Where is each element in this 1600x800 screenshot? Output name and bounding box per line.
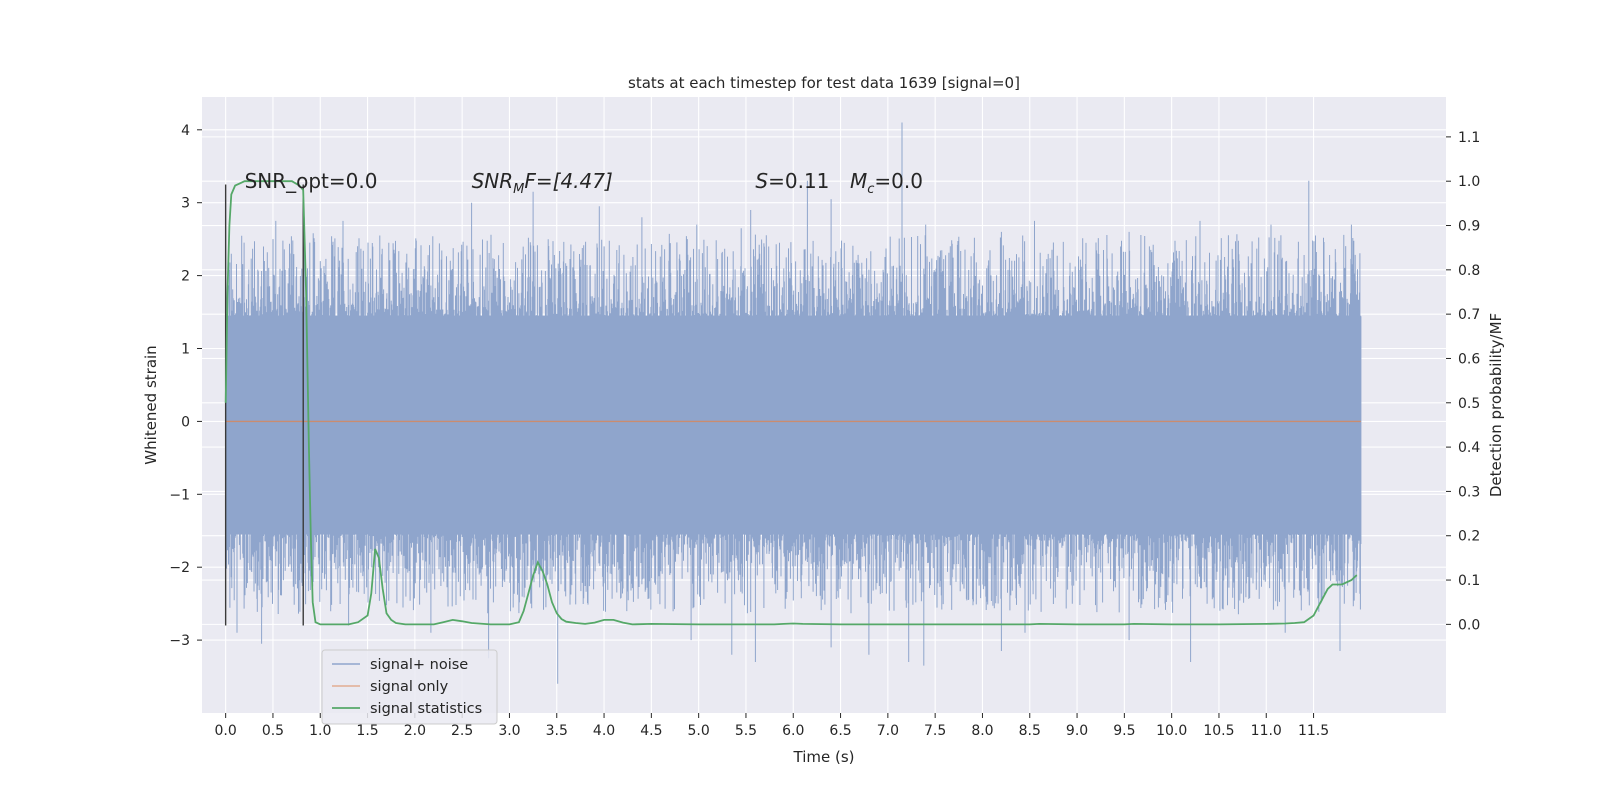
legend-label-signal-only: signal only xyxy=(370,679,449,695)
x-tick-label-12: 6.0 xyxy=(782,723,804,739)
x-tick-label-21: 10.5 xyxy=(1203,723,1234,739)
signal-statistics-line xyxy=(224,180,1358,626)
y2-tick-label-11: 1.1 xyxy=(1458,130,1480,146)
legend-label-signal-noise: signal+ noise xyxy=(370,657,468,673)
x-tick-label-4: 2.0 xyxy=(404,723,426,739)
y2-tick-label-5: 0.5 xyxy=(1458,396,1480,412)
y2-tick-label-3: 0.3 xyxy=(1458,484,1480,500)
y2-tick-label-7: 0.7 xyxy=(1458,307,1480,323)
x-tick-label-7: 3.5 xyxy=(546,723,568,739)
x-axis-label: Time (s) xyxy=(793,748,855,766)
y-tick-label-6: 3 xyxy=(181,196,190,212)
x-tick-label-18: 9.0 xyxy=(1066,723,1088,739)
annotation-snr-opt: SNR_opt=0.0 xyxy=(245,169,378,193)
x-tick-label-11: 5.5 xyxy=(735,723,757,739)
x-tick-label-2: 1.0 xyxy=(309,723,331,739)
legend-box xyxy=(321,649,498,725)
y2-axis-label: Detection probability/MF xyxy=(1487,313,1505,497)
y-tick-label-7: 4 xyxy=(181,123,190,139)
series-signal-noise xyxy=(225,122,1362,684)
x-tick-label-22: 11.0 xyxy=(1251,723,1282,739)
x-tick-label-6: 3.0 xyxy=(498,723,520,739)
y2-tick-label-2: 0.2 xyxy=(1458,529,1480,545)
x-tick-label-16: 8.0 xyxy=(971,723,993,739)
y-tick-label-2: −1 xyxy=(169,487,190,503)
y2-tick-label-1: 0.1 xyxy=(1458,573,1480,589)
x-tick-label-19: 9.5 xyxy=(1113,723,1135,739)
y-axis-label: Whitened strain xyxy=(142,345,160,464)
x-tick-label-8: 4.0 xyxy=(593,723,615,739)
x-tick-label-5: 2.5 xyxy=(451,723,473,739)
y-tick-label-0: −3 xyxy=(169,633,190,649)
x-tick-label-10: 5.0 xyxy=(688,723,710,739)
x-tick-label-3: 1.5 xyxy=(356,723,378,739)
y2-tick-label-6: 0.6 xyxy=(1458,351,1480,367)
y2-tick-label-9: 0.9 xyxy=(1458,219,1480,235)
x-tick-label-1: 0.5 xyxy=(262,723,284,739)
annotation-mc: Mc=0.0 xyxy=(850,169,923,197)
series-signal-statistics xyxy=(224,180,1358,626)
x-tick-label-20: 10.0 xyxy=(1156,723,1187,739)
y2-tick-label-8: 0.8 xyxy=(1458,263,1480,279)
annotations: SNR_opt=0.0 SNRMF=[4.47] S=0.11 Mc=0.0 xyxy=(245,169,923,197)
y-tick-label-4: 1 xyxy=(181,342,190,358)
y2-tick-label-0: 0.0 xyxy=(1458,617,1480,633)
x-tick-label-14: 7.0 xyxy=(877,723,899,739)
y2-tick-label-10: 1.0 xyxy=(1458,174,1480,190)
y2-tick-label-4: 0.4 xyxy=(1458,440,1480,456)
x-tick-label-17: 8.5 xyxy=(1019,723,1041,739)
annotation-snr-mf: SNRMF=[4.47] xyxy=(472,169,613,197)
chart-title: stats at each timestep for test data 163… xyxy=(628,74,1020,92)
legend: signal+ noise signal only signal statist… xyxy=(321,649,498,725)
y-tick-label-5: 2 xyxy=(181,269,190,285)
x-axis-ticks: 0.0 0.5 1.0 1.5 2.0 2.5 3.0 3.5 4.0 4.5 5.0 5.5 6.0 6… xyxy=(215,713,1329,739)
legend-label-signal-statistics: signal statistics xyxy=(370,701,482,717)
vertical-markers xyxy=(224,184,304,626)
x-tick-label-0: 0.0 xyxy=(215,723,237,739)
x-tick-label-15: 7.5 xyxy=(924,723,946,739)
y-tick-label-3: 0 xyxy=(181,414,190,430)
x-tick-label-9: 4.5 xyxy=(640,723,662,739)
y-axis-ticks: −3 −2 −1 0 1 2 3 4 xyxy=(169,123,202,649)
x-tick-label-13: 6.5 xyxy=(829,723,851,739)
y-tick-label-1: −2 xyxy=(169,560,190,576)
x-tick-label-23: 11.5 xyxy=(1298,723,1329,739)
annotation-stat-s: S=0.11 xyxy=(755,169,829,193)
y2-axis-ticks: 0.0 0.1 0.2 0.3 0.4 0.5 0.6 0.7 0.8 0.9 1.0 1.1 xyxy=(1446,130,1480,633)
